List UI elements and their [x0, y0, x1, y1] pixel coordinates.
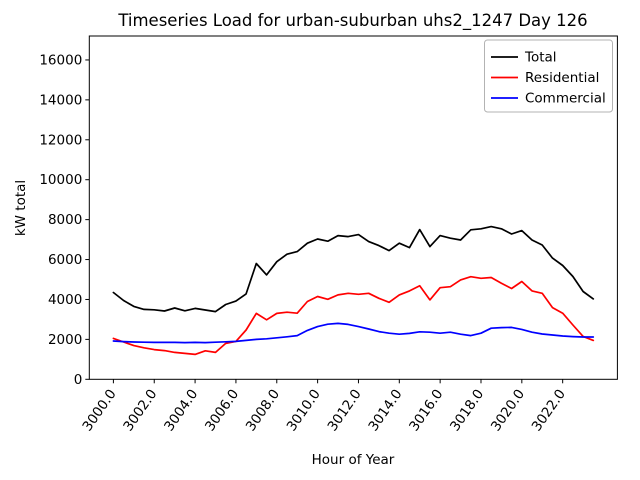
x-tick-label: 3004.0: [161, 386, 201, 434]
x-tick-label: 3008.0: [243, 386, 283, 434]
y-tick-label: 14000: [39, 92, 82, 108]
x-tick-label: 3012.0: [325, 386, 365, 434]
plot-frame: [88, 35, 618, 380]
y-tick-label: 6000: [48, 252, 82, 268]
y-axis-ticks: 0 2000 4000 6000 8000 10000 12000 14000 16000: [39, 52, 90, 388]
x-tick-label: 3018.0: [447, 386, 487, 434]
y-tick-label: 8000: [48, 212, 82, 228]
y-tick-label: 0: [74, 372, 83, 388]
legend-label-commercial: Commercial: [525, 91, 606, 107]
series-line-residential: [112, 275, 595, 356]
x-tick-label: 3000.0: [79, 386, 119, 434]
series-lines: [112, 225, 595, 356]
x-tick-label: 3014.0: [365, 386, 405, 434]
y-tick-label: 2000: [48, 332, 82, 348]
x-axis-ticks: 3000.0 3002.0 3004.0 3006.0 3008.0 3010.0 3012…: [79, 379, 569, 434]
y-tick-label: 10000: [39, 172, 82, 188]
chart-title: Timeseries Load for urban-suburban uhs2_…: [117, 11, 587, 31]
legend: Total Residential Commercial: [484, 39, 613, 113]
series-line-total: [112, 225, 595, 313]
y-tick-label: 12000: [39, 132, 82, 148]
x-axis-label: Hour of Year: [312, 452, 395, 468]
x-tick-label: 3002.0: [120, 386, 160, 434]
x-tick-label: 3006.0: [202, 386, 242, 434]
y-tick-label: 4000: [48, 292, 82, 308]
legend-label-residential: Residential: [525, 70, 599, 86]
x-tick-label: 3020.0: [488, 386, 528, 434]
series-line-commercial: [112, 322, 595, 344]
x-tick-label: 3010.0: [284, 386, 324, 434]
x-tick-label: 3016.0: [406, 386, 446, 434]
legend-label-total: Total: [524, 50, 557, 66]
legend-box: [484, 39, 613, 113]
y-axis-label: kW total: [13, 180, 29, 236]
x-tick-label: 3022.0: [529, 386, 569, 434]
y-tick-label: 16000: [39, 52, 82, 68]
